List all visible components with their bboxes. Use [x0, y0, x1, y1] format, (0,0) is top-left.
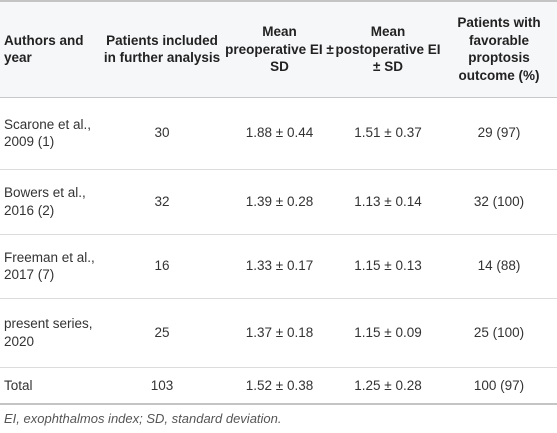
cell-patients: 103	[150, 377, 174, 393]
header-mean-preoperative: Mean preoperative EI ± SD	[225, 24, 334, 74]
cell-postoperative: 1.15 ± 0.13	[354, 258, 422, 274]
cell-preoperative: 1.39 ± 0.28	[245, 193, 314, 209]
header-favorable-outcome: Patients with favorable proptosis outcom…	[457, 15, 541, 83]
cell-outcome: 32 (100)	[473, 193, 525, 209]
cell-preoperative: 1.33 ± 0.17	[245, 258, 314, 274]
cell-preoperative: 1.52 ± 0.38	[245, 377, 314, 393]
cell-authors: Total	[4, 377, 33, 393]
cell-authors: Bowers et al., 2016 (2)	[4, 185, 86, 218]
table-row: present series, 2020 25 1.37 ± 0.18 1.15…	[0, 298, 557, 367]
cell-outcome: 29 (97)	[477, 125, 521, 141]
cell-patients: 25	[154, 324, 170, 340]
cell-outcome: 25 (100)	[473, 324, 525, 340]
header-patients-included: Patients included in further analysis	[103, 32, 221, 66]
cell-patients: 30	[154, 125, 170, 141]
header-row: Authors and year Patients included in fu…	[0, 1, 557, 97]
table-row: Bowers et al., 2016 (2) 32 1.39 ± 0.28 1…	[0, 169, 557, 234]
cell-postoperative: 1.13 ± 0.14	[354, 193, 422, 209]
header-mean-postoperative: Mean postoperative EI ± SD	[335, 24, 441, 74]
table-footnote: EI, exophthalmos index; SD, standard dev…	[4, 411, 282, 426]
cell-postoperative: 1.51 ± 0.37	[354, 125, 422, 141]
table-row-total: Total 103 1.52 ± 0.38 1.25 ± 0.28 100 (9…	[0, 367, 557, 404]
header-authors: Authors and year	[4, 32, 84, 66]
cell-outcome: 14 (88)	[477, 258, 521, 274]
cell-postoperative: 1.15 ± 0.09	[354, 324, 422, 340]
cell-authors: Scarone et al., 2009 (1)	[4, 116, 92, 150]
cell-preoperative: 1.37 ± 0.18	[245, 324, 314, 340]
cell-preoperative: 1.88 ± 0.44	[245, 125, 314, 141]
cell-patients: 16	[154, 258, 170, 274]
cell-authors: present series, 2020	[4, 316, 93, 349]
cell-authors: Freeman et al., 2017 (7)	[4, 249, 95, 283]
cell-outcome: 100 (97)	[473, 377, 525, 393]
cell-postoperative: 1.25 ± 0.28	[354, 377, 422, 393]
table-row: Freeman et al., 2017 (7) 16 1.33 ± 0.17 …	[0, 234, 557, 298]
table-row: Scarone et al., 2009 (1) 30 1.88 ± 0.44 …	[0, 97, 557, 169]
cell-patients: 32	[154, 193, 170, 209]
results-table: Authors and year Patients included in fu…	[0, 1, 557, 404]
